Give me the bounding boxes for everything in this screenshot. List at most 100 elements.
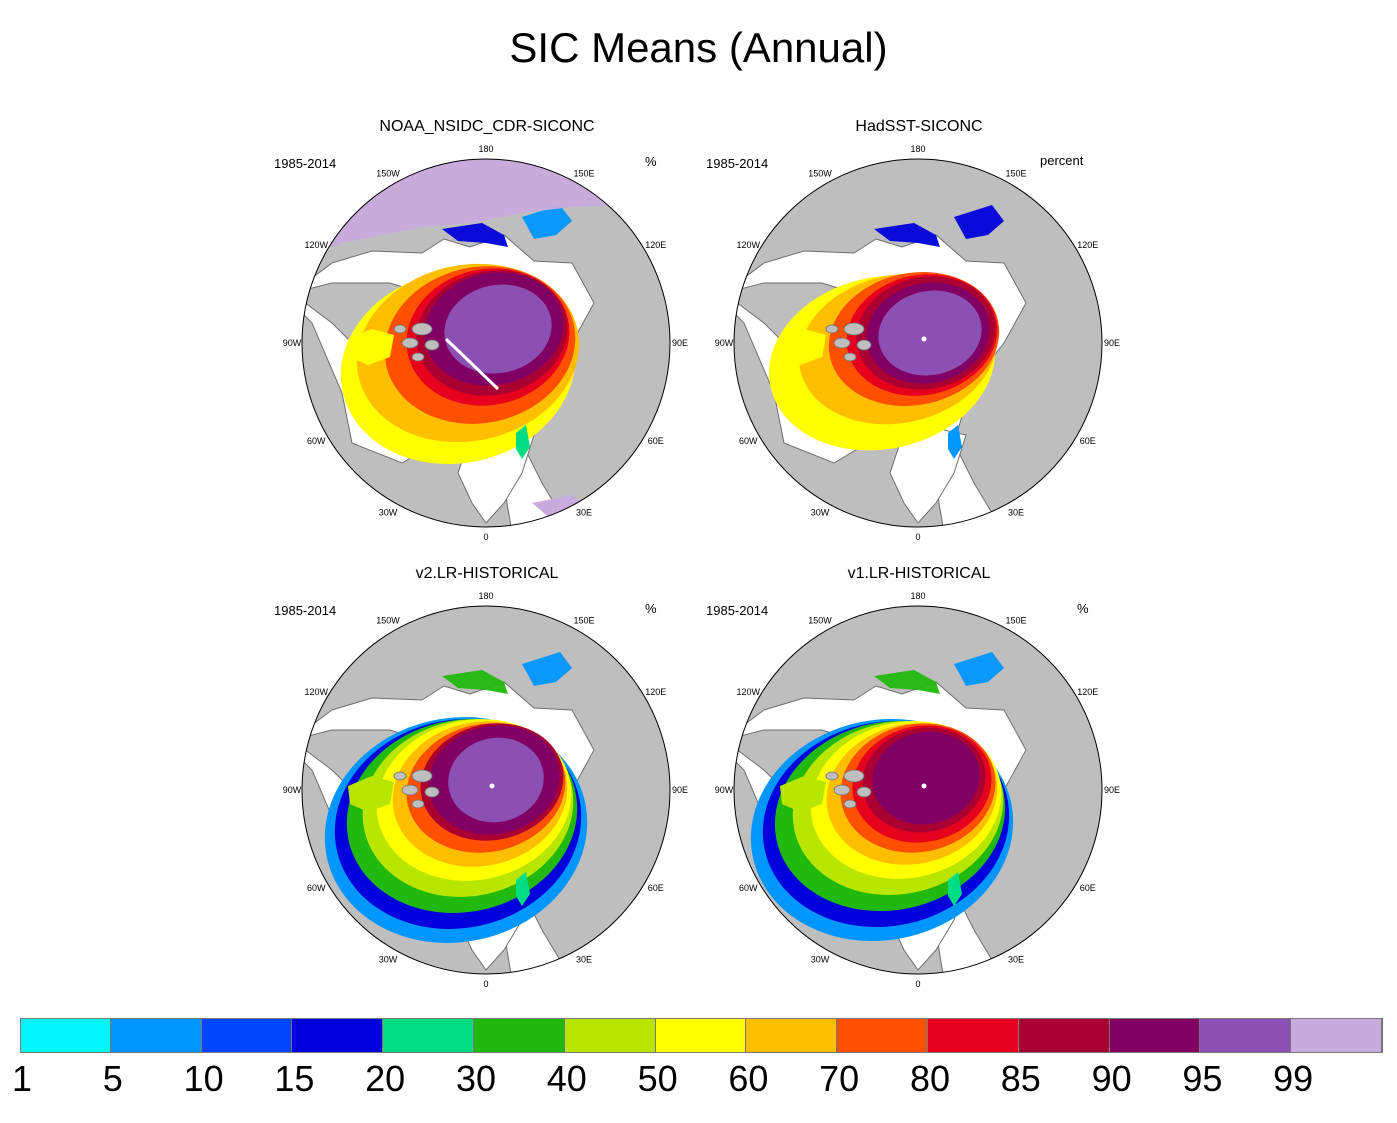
sea-ice-level-95 xyxy=(444,284,552,374)
land-archipelago xyxy=(856,786,872,798)
land-archipelago xyxy=(424,339,440,351)
longitude-label: 150W xyxy=(808,168,832,178)
polar-map: 180 150E 120E 90E 60E 30E 0 30W 60W 90W 120W 150W xyxy=(715,591,1120,989)
longitude-label: 90E xyxy=(1104,338,1120,348)
panel-period: 1985-2014 xyxy=(706,603,769,618)
sea-ice-hudson xyxy=(348,776,394,812)
colorbar-label: 15 xyxy=(274,1058,315,1099)
colorbar-label: 30 xyxy=(455,1058,497,1099)
map-content xyxy=(302,606,670,974)
longitude-label: 180 xyxy=(478,591,493,601)
longitude-label: 30W xyxy=(811,955,830,965)
longitude-label: 180 xyxy=(910,591,925,601)
colorbar-label: 85 xyxy=(1000,1058,1041,1099)
longitude-label: 90E xyxy=(672,785,688,795)
longitude-label: 60W xyxy=(307,883,326,893)
colorbar-swatch xyxy=(655,1018,747,1052)
map-content xyxy=(734,159,1102,527)
sea-ice-okhotsk xyxy=(954,652,1004,686)
land-archipelago xyxy=(411,352,425,362)
longitude-label: 0 xyxy=(915,979,920,989)
longitude-label: 60E xyxy=(648,883,664,893)
map-boundary xyxy=(301,605,671,975)
land-archipelago xyxy=(411,799,425,809)
sea-ice-okhotsk xyxy=(522,205,572,239)
map-boundary xyxy=(301,158,671,528)
longitude-label: 90E xyxy=(1104,785,1120,795)
panel-units: % xyxy=(645,601,657,616)
longitude-label: 30E xyxy=(1008,955,1024,965)
panel-period: 1985-2014 xyxy=(706,156,769,171)
longitude-label: 120E xyxy=(645,687,666,697)
colorbar-frame xyxy=(20,1018,1383,1053)
pole-hole-line xyxy=(444,337,500,391)
longitude-label: 120W xyxy=(737,240,761,250)
longitude-label: 150E xyxy=(573,168,594,178)
pole-hole xyxy=(921,336,927,342)
colorbar-label: 5 xyxy=(102,1058,123,1099)
longitude-label: 150E xyxy=(1005,615,1026,625)
polar-map: 180 150E 120E 90E 60E 30E 0 30W 60W 90W 120W 150W xyxy=(715,144,1120,542)
land-archipelago xyxy=(833,337,851,349)
longitude-label: 180 xyxy=(478,144,493,154)
ocean-atlantic xyxy=(889,428,967,524)
longitude-label: 90W xyxy=(715,785,734,795)
sea-ice-hudson xyxy=(780,776,826,812)
land-archipelago xyxy=(393,771,407,781)
panel-title: NOAA_NSIDC_CDR-SICONC xyxy=(379,118,595,135)
sea-ice-hudson xyxy=(780,329,826,365)
colorbar-swatch xyxy=(110,1018,202,1052)
longitude-label: 120W xyxy=(305,687,329,697)
longitude-label: 0 xyxy=(483,979,488,989)
colorbar-label: 60 xyxy=(728,1058,769,1099)
colorbar-swatch xyxy=(292,1018,384,1052)
land-archipelago xyxy=(393,324,407,334)
colorbar-label: 40 xyxy=(546,1058,587,1099)
colorbar-label: 95 xyxy=(1182,1058,1223,1099)
map-content xyxy=(302,159,670,527)
land-archipelago xyxy=(401,337,419,349)
colorbar-label: 70 xyxy=(819,1058,860,1099)
colorbar-label: 20 xyxy=(365,1058,406,1099)
longitude-label: 150E xyxy=(1005,168,1026,178)
colorbar-swatch xyxy=(928,1018,1019,1052)
map-panel-v1: v1.LR-HISTORICAL 1985-2014 % 180 150E 120E… xyxy=(704,565,1134,989)
land-archipelago xyxy=(424,786,440,798)
sea-ice-okhotsk xyxy=(954,205,1004,239)
sea-ice-level-90 xyxy=(872,731,980,825)
sea-ice-bering xyxy=(874,223,940,247)
longitude-label: 150W xyxy=(376,615,400,625)
longitude-label: 0 xyxy=(915,532,920,542)
longitude-label: 90W xyxy=(283,785,302,795)
colorbar-swatch xyxy=(564,1018,656,1052)
pole-hole xyxy=(489,783,495,789)
sea-ice-bering xyxy=(442,223,508,247)
sea-ice-bering xyxy=(442,670,508,694)
longitude-label: 180 xyxy=(910,144,925,154)
map-content xyxy=(734,606,1102,974)
colorbar-label: 80 xyxy=(909,1058,951,1099)
land-archipelago xyxy=(401,784,419,796)
sea-ice-okhotsk xyxy=(522,652,572,686)
land-archipelago xyxy=(411,322,433,336)
map-boundary xyxy=(733,605,1103,975)
land-archipelago xyxy=(833,784,851,796)
panel-period: 1985-2014 xyxy=(274,156,337,171)
colorbar-label: 99 xyxy=(1273,1058,1314,1099)
panel-units: % xyxy=(1077,601,1089,616)
sea-ice-baltic xyxy=(948,425,962,459)
colorbar-swatch xyxy=(1018,1018,1110,1052)
panel-title: v1.LR-HISTORICAL xyxy=(847,565,991,582)
panel-period: 1985-2014 xyxy=(274,603,337,618)
panel-title: v2.LR-HISTORICAL xyxy=(415,565,559,582)
longitude-label: 60W xyxy=(739,436,758,446)
longitude-label: 30E xyxy=(576,508,592,518)
panel-title: HadSST-SICONC xyxy=(855,118,983,135)
land-archipelago xyxy=(825,771,839,781)
longitude-label: 60W xyxy=(307,436,326,446)
colorbar-swatch xyxy=(837,1018,928,1052)
colorbar-label: 10 xyxy=(183,1058,224,1099)
land-archipelago xyxy=(843,799,857,809)
colorbar-swatch xyxy=(20,1018,111,1052)
sea-ice-baltic xyxy=(516,425,530,459)
